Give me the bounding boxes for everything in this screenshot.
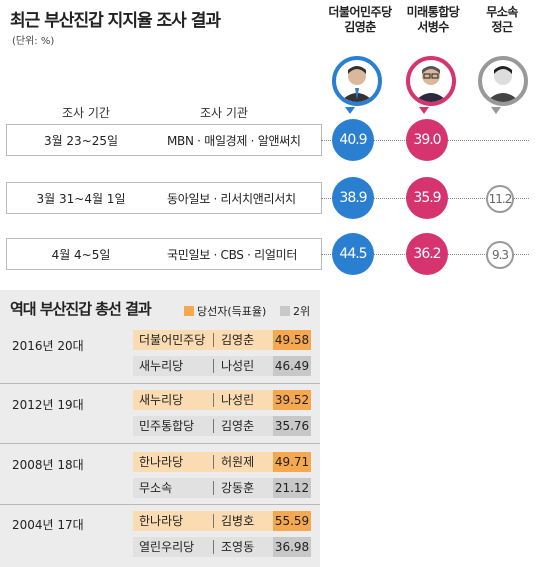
vote-share: 36.98: [273, 537, 311, 557]
party-name: 열린우리당: [139, 540, 195, 554]
divider: [0, 443, 320, 444]
history-title: 역대 부산진갑 총선 결과: [10, 300, 152, 318]
vote-share: 39.52: [273, 390, 311, 410]
second-row: 민주통합당 김영춘 35.76: [133, 416, 311, 436]
candidate-name-2: 서병수: [417, 20, 449, 34]
election-label: 2012년 19대: [12, 398, 84, 412]
candidate-party-2: 미래통합당: [406, 5, 460, 19]
survey-agency: 동아일보 · 리서치앤리서치: [167, 192, 296, 206]
legend-winner-label: 당선자(득표율): [197, 305, 267, 318]
candidate-name: 김영춘: [221, 419, 255, 433]
survey-row: 3월 23~25일 MBN · 매일경제 · 알앤써치: [6, 124, 322, 156]
value-jeong-2: 11.2: [486, 185, 514, 213]
election-label: 2004년 17대: [12, 518, 84, 532]
divider: [0, 504, 320, 505]
candidate-name: 김영춘: [221, 333, 255, 347]
separator: [213, 393, 214, 407]
value-kim-2: 38.9: [332, 177, 374, 219]
survey-row: 3월 31~4월 1일 동아일보 · 리서치앤리서치: [6, 182, 322, 214]
winner-row: 한나라당 김병호 55.59: [133, 511, 311, 531]
candidate-name: 김병호: [221, 514, 255, 528]
election-label: 2016년 20대: [12, 339, 84, 353]
value-kim-3: 44.5: [332, 233, 374, 275]
party-name: 한나라당: [139, 514, 184, 528]
legend-swatch-winner: [184, 306, 194, 316]
unit-label: (단위: %): [12, 36, 55, 47]
divider: [0, 383, 320, 384]
poll-title: 최근 부산진갑 지지율 조사 결과: [10, 11, 221, 31]
portrait-icon-jeong: [478, 56, 528, 106]
column-header-period: 조사 기간: [62, 106, 110, 120]
separator: [213, 540, 214, 554]
second-row: 열린우리당 조영동 36.98: [133, 537, 311, 557]
candidate-name: 강동훈: [221, 481, 255, 495]
separator: [213, 359, 214, 373]
legend-winner: 당선자(득표율): [184, 303, 266, 319]
column-header-agency: 조사 기관: [200, 106, 248, 120]
value-kim-1: 40.9: [332, 119, 374, 161]
vote-share: 49.58: [273, 330, 311, 350]
legend-second: 2위: [280, 303, 310, 319]
winner-row: 한나라당 허원제 49.71: [133, 452, 311, 472]
value-seo-3: 36.2: [406, 233, 448, 275]
candidate-party-1: 더불어민주당: [328, 5, 392, 19]
portrait-icon-kim: [332, 56, 382, 106]
second-row: 무소속 강동훈 21.12: [133, 478, 311, 498]
separator: [213, 481, 214, 495]
candidate-name: 허원제: [221, 455, 255, 469]
candidate-name: 나성린: [221, 359, 255, 373]
party-name: 새누리당: [139, 393, 184, 407]
survey-period: 3월 31~4월 1일: [36, 192, 126, 206]
survey-agency: 국민일보 · CBS · 리얼미터: [167, 248, 298, 262]
value-seo-2: 35.9: [406, 177, 448, 219]
survey-row: 4월 4~5일 국민일보 · CBS · 리얼미터: [6, 238, 322, 270]
party-name: 민주통합당: [139, 419, 195, 433]
value-seo-1: 39.0: [406, 119, 448, 161]
candidate-name-1: 김영춘: [344, 20, 376, 34]
candidate-party-3: 무소속: [486, 5, 518, 19]
second-row: 새누리당 나성린 46.49: [133, 356, 311, 376]
candidate-name-3: 정근: [491, 20, 513, 34]
vote-share: 35.76: [273, 416, 311, 436]
vote-share: 46.49: [273, 356, 311, 376]
portrait-icon-seo: [406, 56, 456, 106]
separator: [213, 514, 214, 528]
party-name: 더불어민주당: [139, 333, 206, 347]
election-label: 2008년 18대: [12, 458, 84, 472]
pointer-icon: [345, 107, 355, 114]
survey-period: 4월 4~5일: [51, 248, 111, 262]
separator: [213, 455, 214, 469]
party-name: 한나라당: [139, 455, 184, 469]
vote-share: 21.12: [273, 478, 311, 498]
survey-period: 3월 23~25일: [43, 134, 119, 148]
pointer-icon: [419, 107, 429, 114]
pointer-icon: [491, 107, 501, 114]
separator: [213, 333, 214, 347]
winner-row: 새누리당 나성린 39.52: [133, 390, 311, 410]
separator: [213, 419, 214, 433]
legend-second-label: 2위: [293, 305, 311, 318]
candidate-name: 나성린: [221, 393, 255, 407]
winner-row: 더불어민주당 김영춘 49.58: [133, 330, 311, 350]
value-jeong-3: 9.3: [486, 241, 514, 269]
vote-share: 49.71: [273, 452, 311, 472]
vote-share: 55.59: [273, 511, 311, 531]
legend-swatch-second: [280, 306, 290, 316]
survey-agency: MBN · 매일경제 · 알앤써치: [167, 134, 301, 148]
party-name: 새누리당: [139, 359, 184, 373]
candidate-name: 조영동: [221, 540, 255, 554]
party-name: 무소속: [139, 481, 173, 495]
